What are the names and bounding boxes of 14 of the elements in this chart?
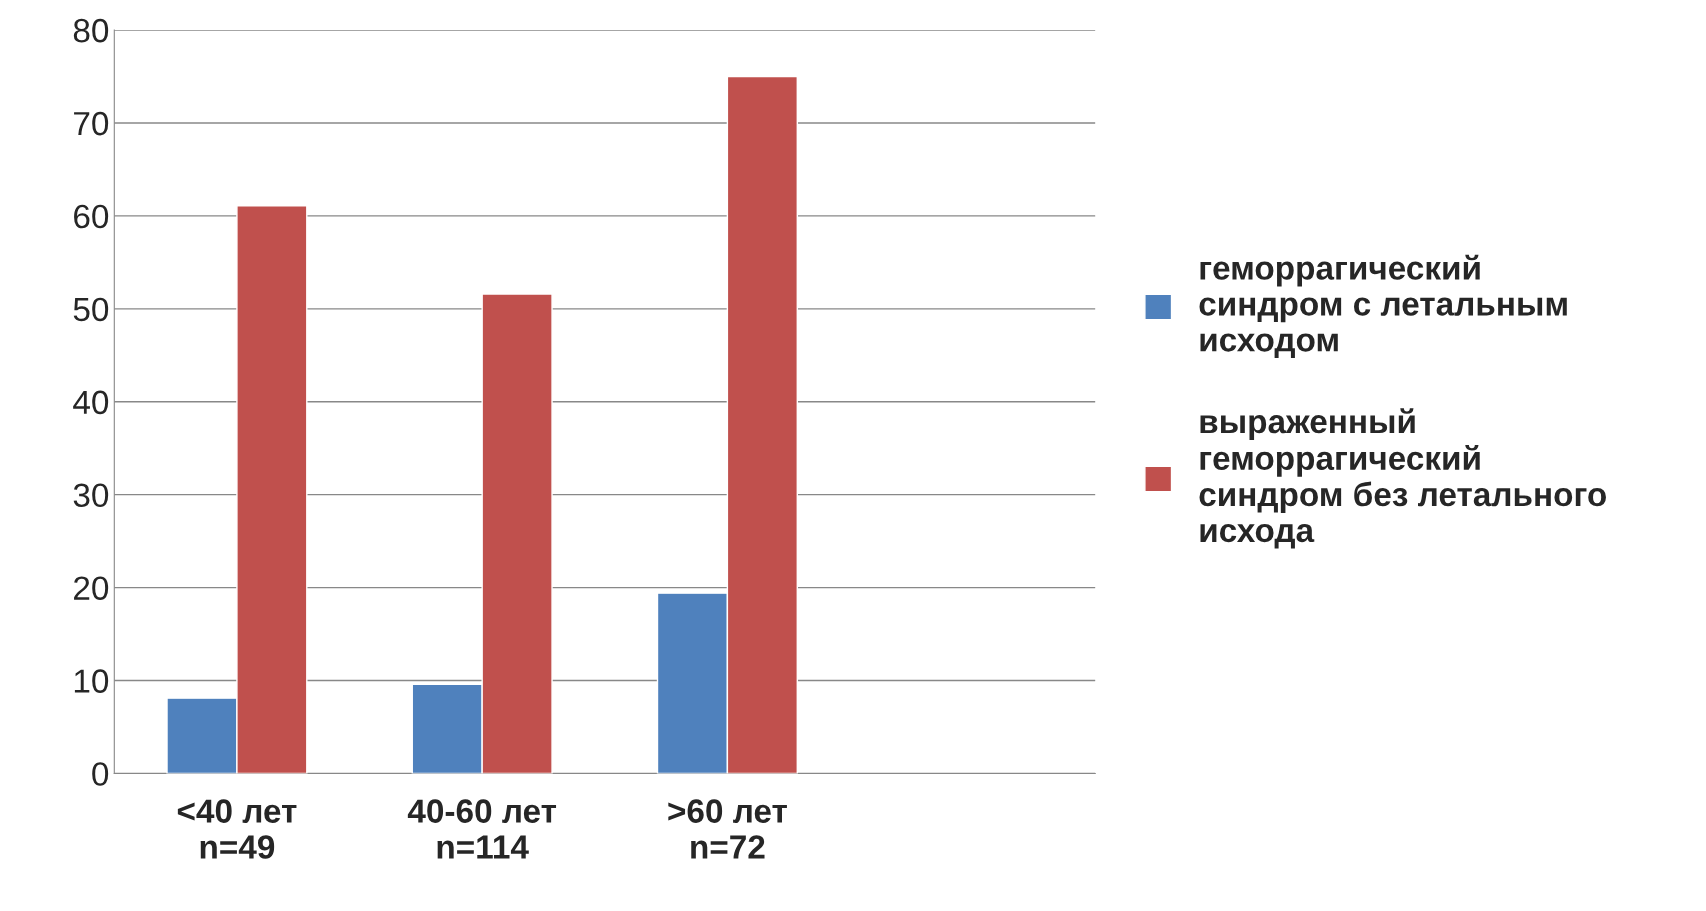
x-tick-label: 40-60 лет n=114 [407, 799, 557, 859]
y-tick-label: 70 [74, 111, 109, 136]
x-tick-label: >60 лет n=72 [668, 799, 787, 859]
y-tick-label: 40 [73, 390, 109, 415]
y-tick-label: 60 [74, 204, 109, 229]
legend-label: выраженный геморрагический синдром без летального исхода [1199, 408, 1606, 549]
y-tick-label: 80 [73, 18, 109, 43]
y-tick-label: 0 [92, 762, 109, 786]
x-tick-label: <40 лет n=49 [177, 799, 297, 859]
legend-label: геморрагический синдром с летальным исходом [1199, 254, 1567, 358]
y-tick-label: 20 [74, 576, 109, 600]
y-tick-label: 50 [73, 297, 109, 322]
y-tick-label: 10 [74, 669, 109, 693]
y-tick-label: 30 [73, 483, 109, 508]
